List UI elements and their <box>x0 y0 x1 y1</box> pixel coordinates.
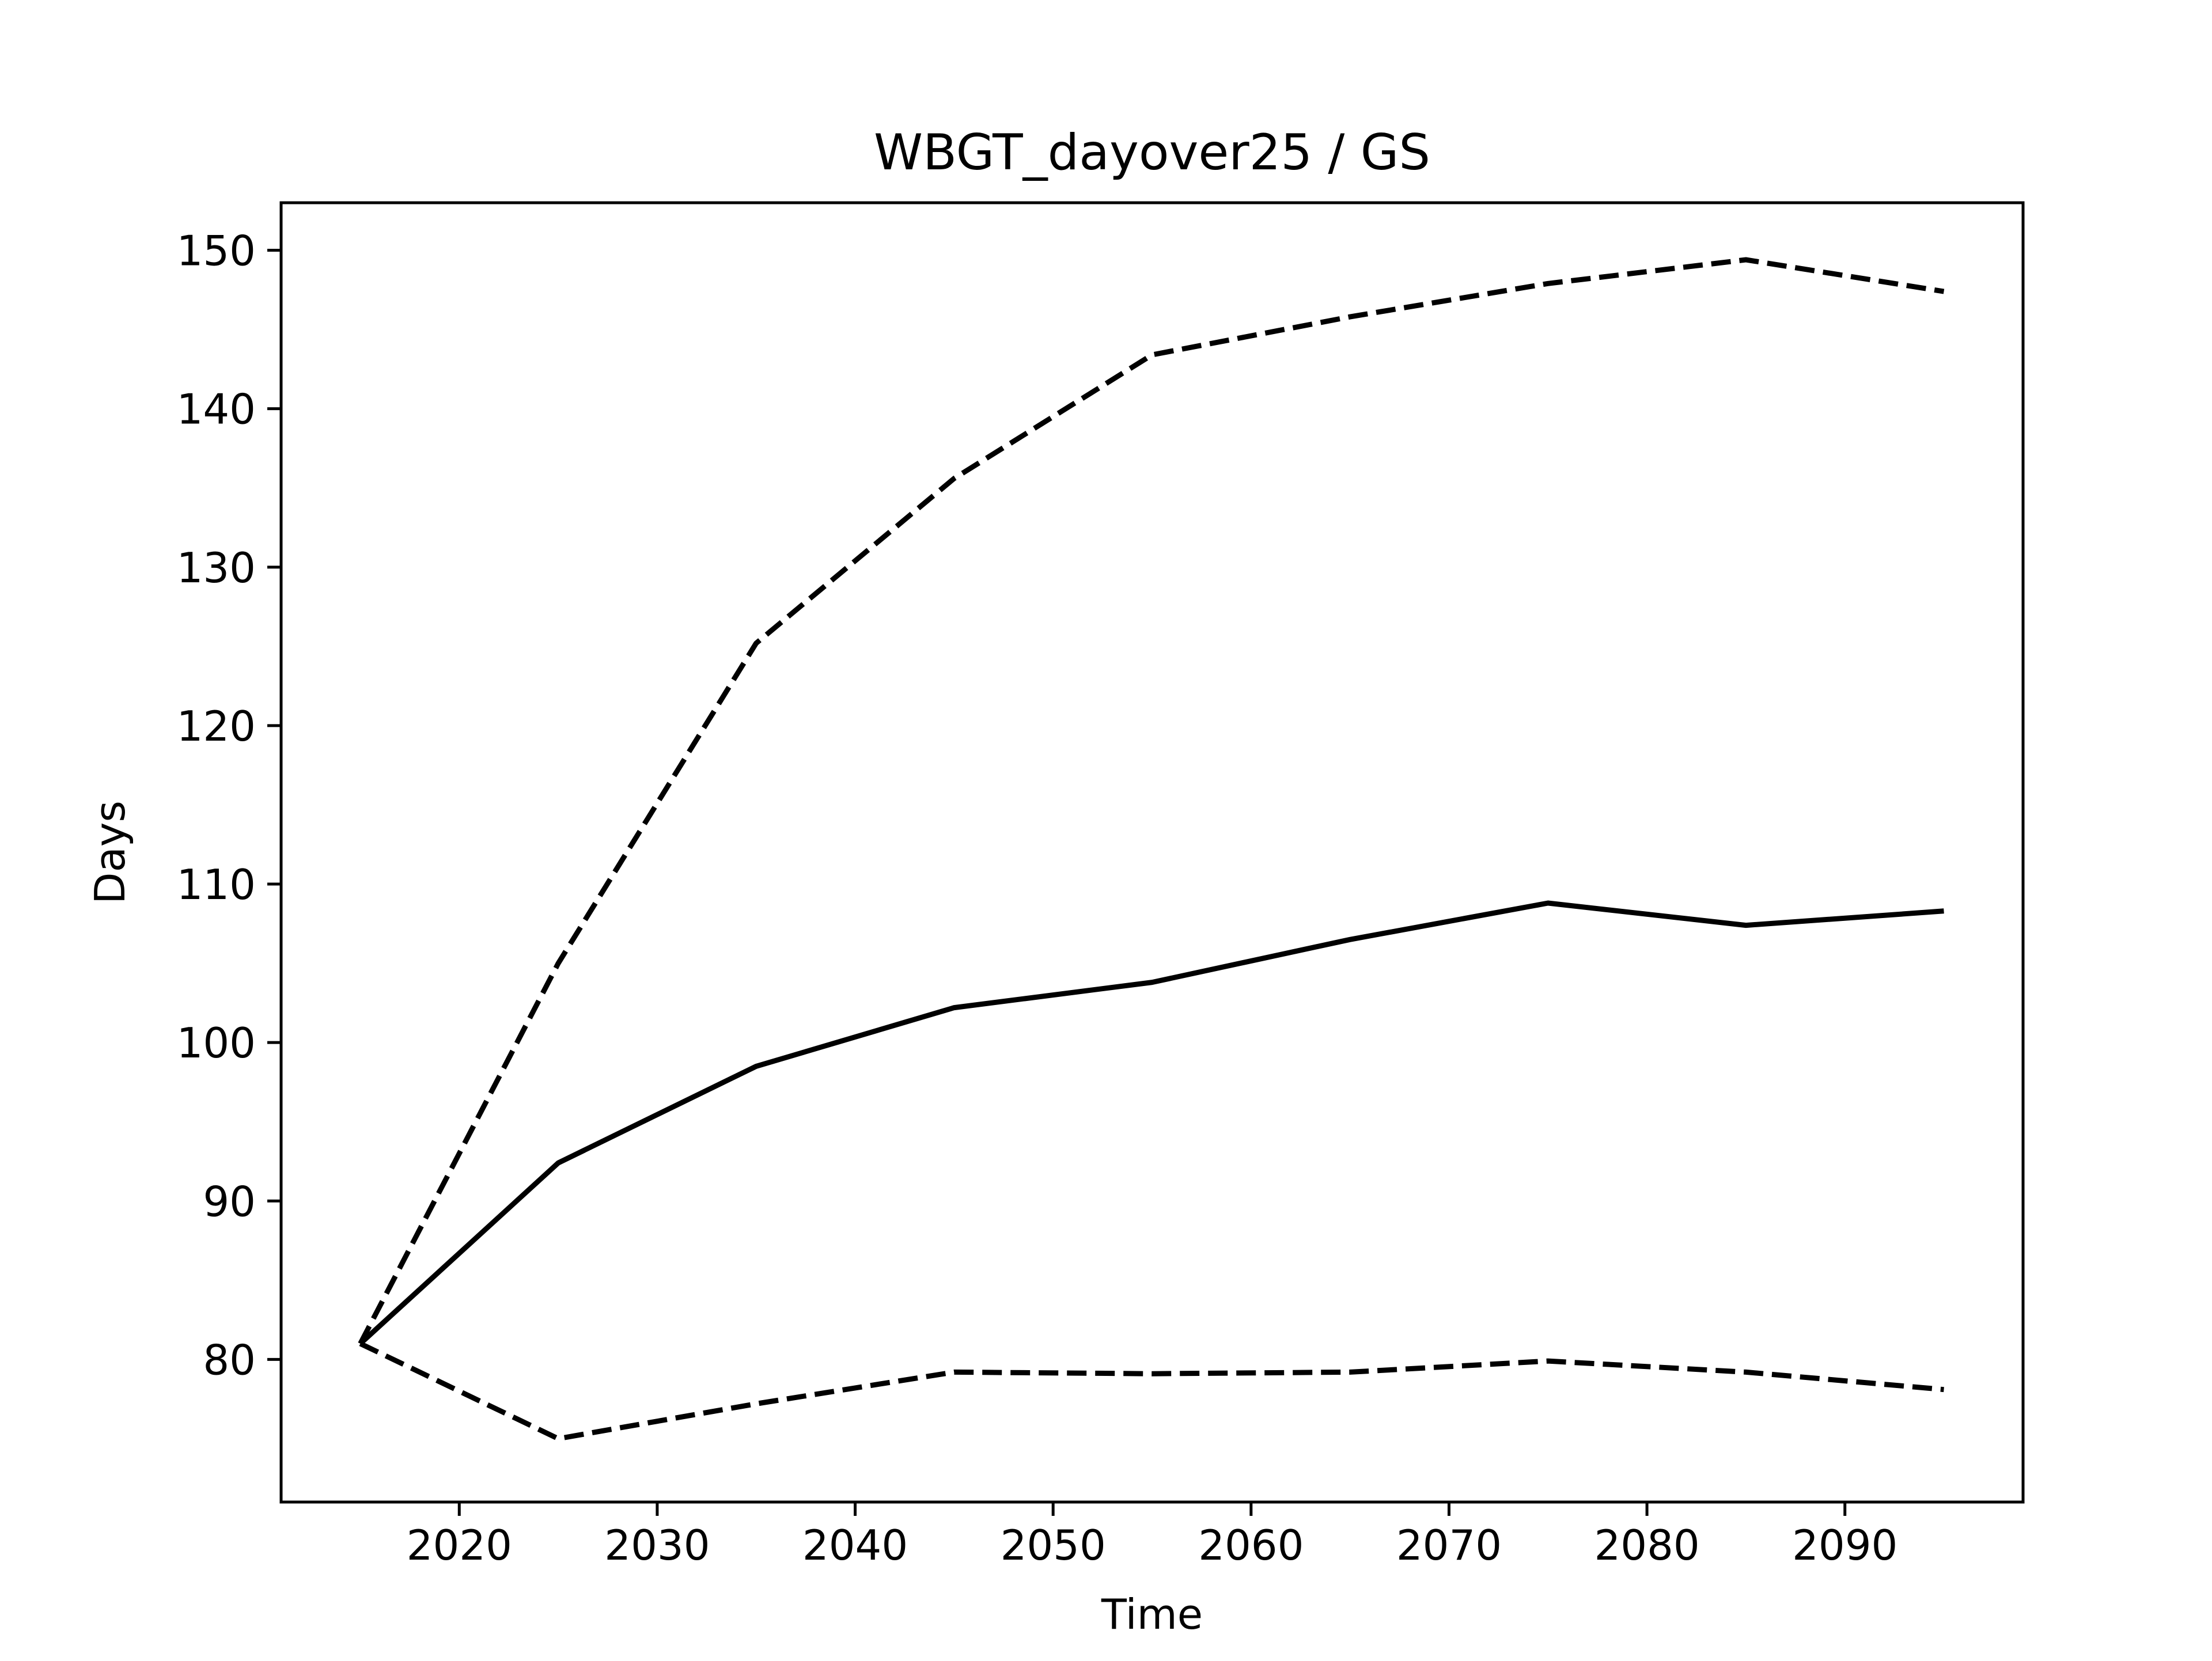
series-line-1 <box>358 900 1944 1346</box>
chart-title: WBGT_dayover25 / GS <box>874 124 1430 181</box>
y-tick-label: 150 <box>177 227 256 275</box>
y-tick-label: 90 <box>203 1177 256 1226</box>
x-tick-label: 2050 <box>1001 1521 1106 1569</box>
series-line-3 <box>359 1341 1944 1442</box>
x-tick-label: 2070 <box>1396 1521 1502 1569</box>
y-tick-label: 120 <box>177 702 256 750</box>
x-tick-label: 2020 <box>407 1521 512 1569</box>
x-tick-label: 2040 <box>802 1521 908 1569</box>
x-axis-label: Time <box>1101 1590 1203 1639</box>
x-tick-label: 2080 <box>1594 1521 1699 1569</box>
axes-layer: 2020 2030 2040 2050 2060 2070 2080 2090 80 90 100 1… <box>177 201 2025 1569</box>
y-tick-label: 140 <box>177 385 256 434</box>
y-tick-label: 100 <box>177 1019 256 1067</box>
y-tick-label: 80 <box>203 1336 256 1384</box>
axes-frame <box>279 201 2025 1504</box>
x-tick-label: 2060 <box>1198 1521 1304 1569</box>
y-tick-label: 130 <box>177 544 256 592</box>
series-line-2 <box>358 257 1945 1345</box>
y-axis-label: Days <box>86 801 134 904</box>
y-tick-label: 110 <box>177 860 256 909</box>
x-tick-label: 2090 <box>1792 1521 1897 1569</box>
x-tick-label: 2030 <box>604 1521 710 1569</box>
series-layer <box>358 257 1945 1442</box>
